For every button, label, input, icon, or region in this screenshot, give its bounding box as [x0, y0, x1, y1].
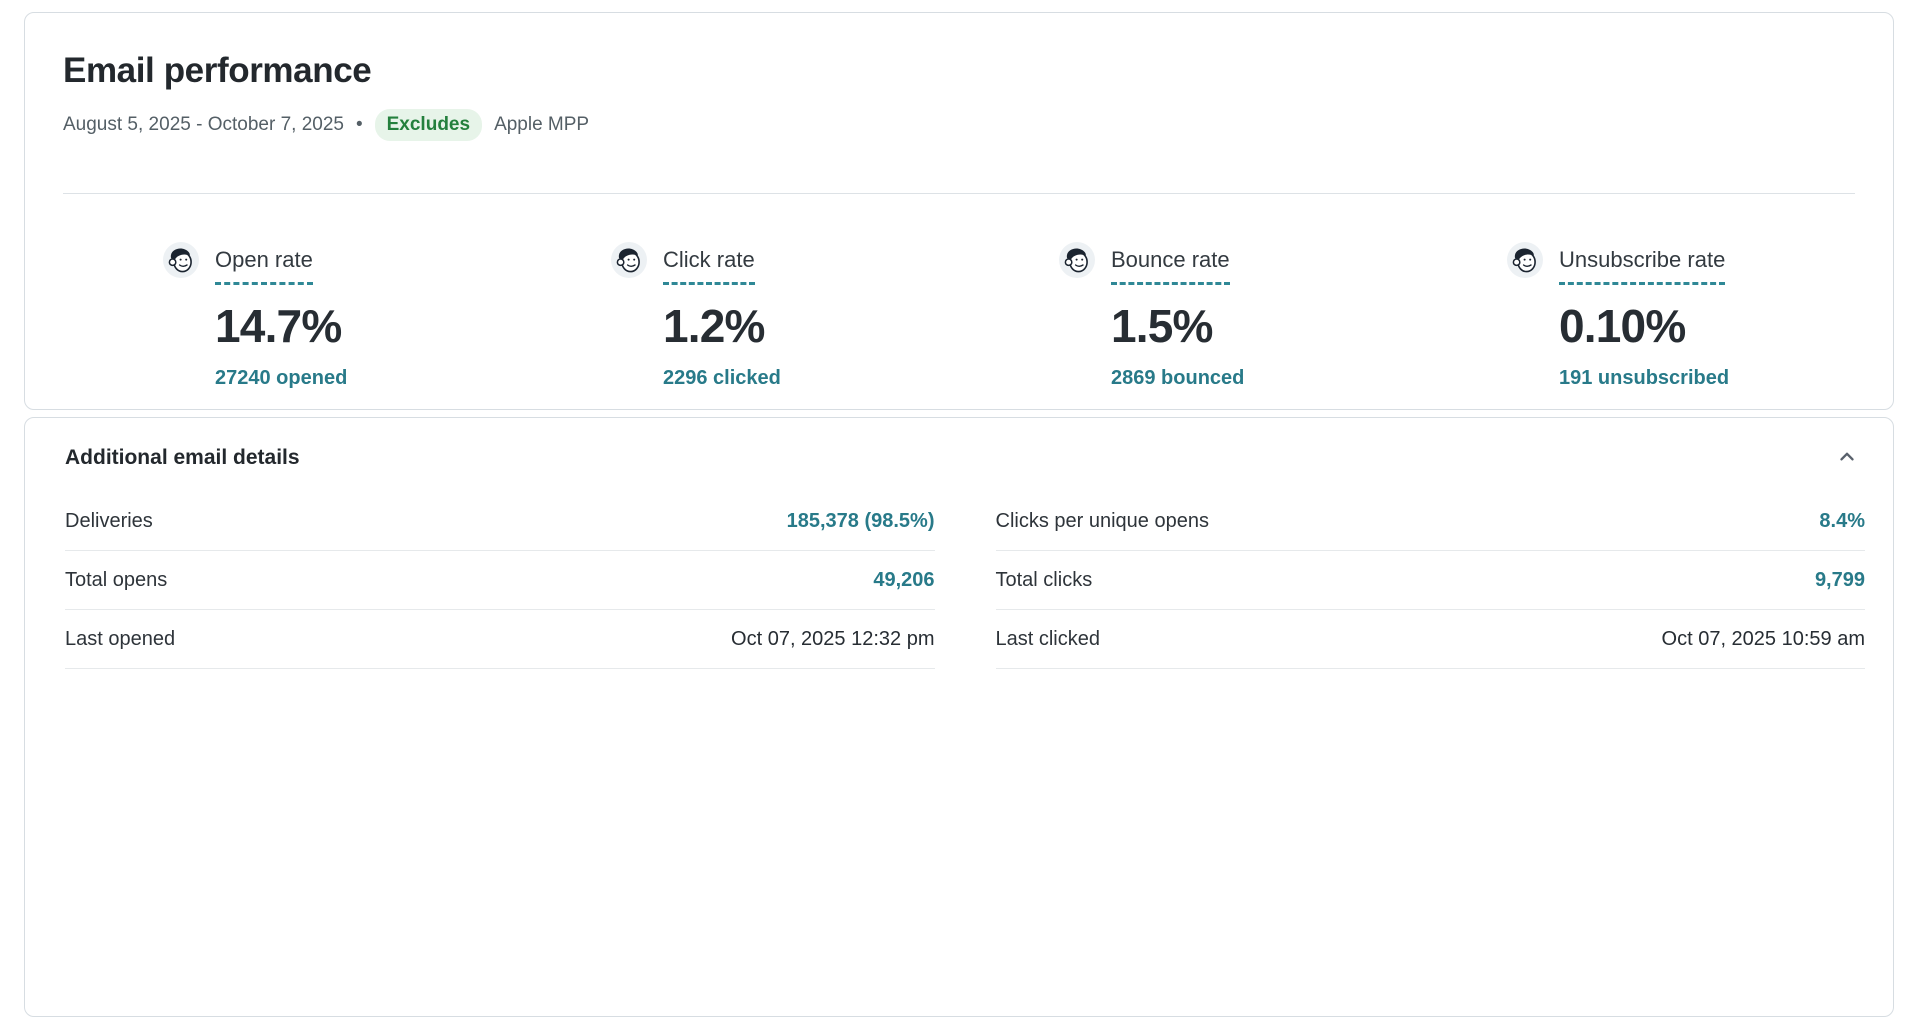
row-value: Oct 07, 2025 12:32 pm [731, 627, 935, 650]
metric-label[interactable]: Open rate [215, 247, 313, 285]
row-value[interactable]: 8.4% [1819, 509, 1865, 532]
table-row: Last opened Oct 07, 2025 12:32 pm [65, 610, 935, 669]
row-label: Last opened [65, 627, 176, 650]
metric-value: 0.10% [1559, 300, 1686, 352]
collapse-section-button[interactable] [1829, 442, 1865, 474]
metric-value: 14.7% [215, 300, 342, 352]
freddie-mascot-icon [163, 242, 199, 278]
freddie-mascot-icon [611, 242, 647, 278]
details-title: Additional email details [65, 446, 300, 469]
metric-card: Open rate 14.7% 27240 opened [63, 242, 511, 391]
row-value: Oct 07, 2025 10:59 am [1661, 627, 1865, 650]
row-label: Clicks per unique opens [995, 509, 1209, 532]
metric-card: Click rate 1.2% 2296 clicked [511, 242, 959, 391]
freddie-mascot-icon [1507, 242, 1543, 278]
additional-details-card: Additional email details Deliveries 185,… [24, 417, 1894, 1017]
table-row: Last clicked Oct 07, 2025 10:59 am [995, 610, 1865, 669]
table-row: Deliveries 185,378 (98.5%) [65, 492, 935, 551]
details-table: Deliveries 185,378 (98.5%) Total opens 4… [45, 492, 1865, 669]
table-row: Total opens 49,206 [65, 551, 935, 610]
details-left-column: Deliveries 185,378 (98.5%) Total opens 4… [65, 492, 935, 669]
date-range: August 5, 2025 - October 7, 2025 [63, 114, 344, 135]
metric-link[interactable]: 2869 bounced [1111, 367, 1245, 389]
row-label: Total opens [65, 568, 168, 591]
header-divider [63, 193, 1855, 194]
chevron-up-icon [1836, 446, 1858, 471]
row-label: Total clicks [995, 568, 1093, 591]
metric-value: 1.5% [1111, 300, 1213, 352]
page-title: Email performance [63, 51, 372, 90]
details-header: Additional email details [45, 442, 1865, 474]
metric-link[interactable]: 27240 opened [215, 367, 348, 389]
email-performance-card: Email performance August 5, 2025 - Octob… [24, 12, 1894, 410]
metric-card: Bounce rate 1.5% 2869 bounced [959, 242, 1407, 391]
row-value[interactable]: 49,206 [873, 568, 935, 591]
row-label: Deliveries [65, 509, 153, 532]
row-value[interactable]: 9,799 [1814, 568, 1865, 591]
report-subline: August 5, 2025 - October 7, 2025 • Exclu… [63, 109, 1855, 141]
table-row: Clicks per unique opens 8.4% [995, 492, 1865, 551]
row-value[interactable]: 185,378 (98.5%) [786, 509, 935, 532]
freddie-mascot-icon [1059, 242, 1095, 278]
metric-link[interactable]: 2296 clicked [663, 367, 781, 389]
excludes-subject: Apple MPP [494, 114, 590, 135]
excludes-badge: Excludes [374, 109, 483, 141]
metric-card: Unsubscribe rate 0.10% 191 unsubscribed [1407, 242, 1855, 391]
metric-label[interactable]: Click rate [663, 247, 755, 285]
metric-link[interactable]: 191 unsubscribed [1559, 367, 1730, 389]
details-right-column: Clicks per unique opens 8.4% Total click… [995, 492, 1865, 669]
dot-separator: • [355, 114, 363, 135]
metric-value: 1.2% [663, 300, 765, 352]
metrics-row: Open rate 14.7% 27240 opened Click rate [63, 194, 1855, 391]
metric-label[interactable]: Bounce rate [1111, 247, 1230, 285]
table-row: Total clicks 9,799 [995, 551, 1865, 610]
metric-label[interactable]: Unsubscribe rate [1559, 247, 1726, 285]
row-label: Last clicked [995, 627, 1101, 650]
